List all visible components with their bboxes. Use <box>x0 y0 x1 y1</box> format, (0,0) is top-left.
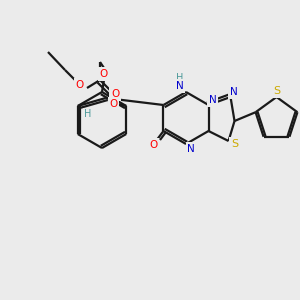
Text: S: S <box>231 139 238 149</box>
Text: O: O <box>149 140 158 150</box>
Text: O: O <box>109 99 117 109</box>
Text: S: S <box>273 86 280 96</box>
Text: H: H <box>176 73 184 83</box>
Text: N: N <box>230 87 237 97</box>
Text: N: N <box>187 144 195 154</box>
Text: O: O <box>100 69 108 79</box>
Text: O: O <box>111 89 119 99</box>
Text: N: N <box>208 95 216 105</box>
Text: H: H <box>84 109 92 119</box>
Text: O: O <box>76 80 84 90</box>
Text: N: N <box>176 81 184 91</box>
